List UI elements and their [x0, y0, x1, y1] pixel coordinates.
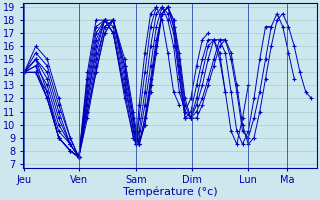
X-axis label: Température (°c): Température (°c) [123, 187, 217, 197]
